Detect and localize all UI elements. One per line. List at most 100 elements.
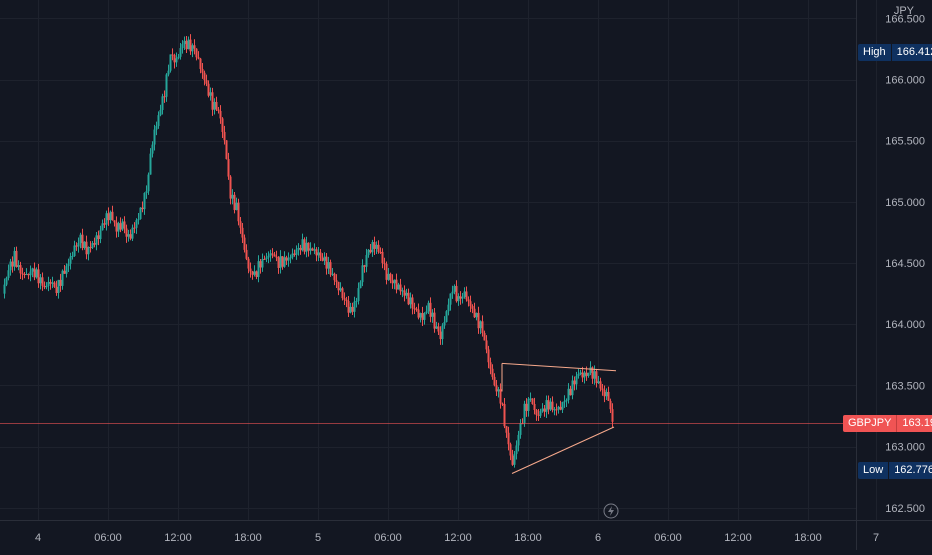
candle-body bbox=[457, 296, 460, 302]
candle bbox=[209, 87, 212, 101]
x-tick-label: 12:00 bbox=[444, 532, 472, 544]
candle bbox=[43, 281, 46, 290]
candle-body bbox=[587, 372, 590, 376]
candle-body bbox=[547, 400, 550, 410]
candle bbox=[111, 205, 114, 221]
candle-body bbox=[175, 58, 178, 63]
candle-body bbox=[109, 211, 112, 221]
candle bbox=[273, 251, 276, 257]
candle-body bbox=[35, 269, 38, 278]
candle-body bbox=[607, 391, 610, 401]
candle bbox=[215, 96, 218, 111]
candle bbox=[305, 236, 308, 258]
candle-body bbox=[149, 153, 152, 175]
candle bbox=[397, 282, 400, 290]
candle bbox=[231, 189, 234, 205]
candle bbox=[563, 395, 566, 408]
candle-body bbox=[375, 244, 378, 249]
candle bbox=[285, 255, 288, 266]
candle-body bbox=[465, 291, 468, 300]
candle bbox=[447, 298, 450, 316]
candle-body bbox=[205, 80, 208, 84]
candle bbox=[187, 36, 190, 50]
candle-body bbox=[43, 285, 46, 288]
low-label: Low bbox=[858, 462, 889, 479]
candle-body bbox=[177, 56, 180, 59]
candle bbox=[75, 242, 78, 251]
candle bbox=[445, 310, 448, 323]
candle bbox=[495, 379, 498, 396]
candle-body bbox=[255, 271, 258, 277]
candle bbox=[325, 252, 328, 275]
candle bbox=[189, 34, 192, 55]
candle-body bbox=[605, 391, 608, 397]
candle bbox=[575, 371, 578, 390]
candle-body bbox=[137, 218, 140, 221]
candle-body bbox=[273, 254, 276, 257]
candle-body bbox=[171, 54, 174, 56]
candle-body bbox=[459, 296, 462, 299]
candle bbox=[557, 405, 560, 414]
candle bbox=[279, 250, 282, 274]
candle bbox=[167, 64, 170, 77]
candle bbox=[77, 237, 80, 253]
candle bbox=[249, 262, 252, 278]
candle-body bbox=[33, 268, 36, 278]
candle-body bbox=[117, 223, 120, 232]
candle-body bbox=[179, 48, 182, 57]
candle bbox=[555, 403, 558, 416]
candle bbox=[83, 241, 86, 250]
candle bbox=[11, 256, 14, 273]
candle-body bbox=[453, 285, 456, 292]
high-label: High bbox=[858, 44, 891, 61]
candle bbox=[367, 248, 370, 258]
candle bbox=[463, 287, 466, 299]
candle bbox=[421, 306, 424, 327]
candle-body bbox=[157, 115, 160, 127]
candle-body bbox=[275, 256, 278, 258]
candle-body bbox=[223, 131, 226, 141]
x-tick-label: 06:00 bbox=[94, 532, 122, 544]
candle bbox=[511, 449, 514, 466]
candle bbox=[293, 249, 296, 257]
candle-body bbox=[537, 414, 540, 416]
candle-body bbox=[373, 242, 376, 249]
candle bbox=[319, 249, 322, 262]
candle-body bbox=[427, 302, 430, 312]
candle bbox=[139, 207, 142, 220]
candle-body bbox=[23, 273, 26, 275]
candle-body bbox=[153, 129, 156, 145]
candle bbox=[29, 265, 32, 282]
candle-body bbox=[191, 45, 194, 52]
candle bbox=[401, 287, 404, 298]
candle-body bbox=[589, 367, 592, 373]
candle-body bbox=[533, 403, 536, 411]
candle bbox=[233, 192, 236, 214]
candle-body bbox=[263, 258, 266, 260]
candle-body bbox=[67, 263, 70, 267]
candle bbox=[31, 267, 34, 278]
candle bbox=[211, 87, 214, 116]
candle bbox=[519, 419, 522, 439]
candle bbox=[265, 252, 268, 263]
candle bbox=[597, 376, 600, 384]
candle-body bbox=[321, 257, 324, 261]
candle-body bbox=[161, 96, 164, 110]
candle bbox=[37, 263, 40, 288]
candle bbox=[479, 320, 482, 335]
low-value: 162.776 bbox=[888, 462, 932, 479]
candle-body bbox=[143, 193, 146, 210]
candle bbox=[533, 397, 536, 415]
candle bbox=[79, 232, 82, 249]
candle bbox=[217, 106, 220, 114]
candle-body bbox=[489, 362, 492, 369]
candle-body bbox=[151, 144, 154, 154]
y-tick-label: 162.500 bbox=[885, 503, 925, 515]
candle bbox=[455, 280, 458, 303]
trendlines bbox=[501, 362, 617, 474]
candle-body bbox=[383, 263, 386, 265]
candle-body bbox=[41, 277, 44, 286]
candle-body bbox=[391, 280, 394, 284]
candle bbox=[59, 273, 62, 292]
candle-body bbox=[475, 312, 478, 318]
